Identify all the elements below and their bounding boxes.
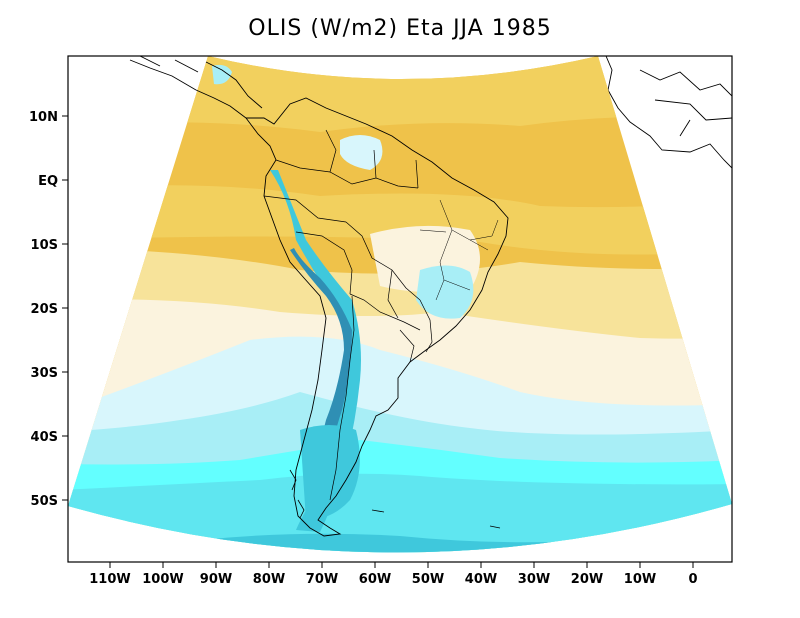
coastal-islands	[289, 469, 501, 529]
south-america-outlines	[195, 61, 509, 537]
x-tick-label: 10W	[624, 572, 656, 587]
y-tick-label: 20S	[31, 302, 58, 317]
y-tick-label: 10S	[31, 238, 58, 253]
africa-border	[639, 69, 732, 137]
olis-spot-brazil	[416, 265, 474, 319]
y-axis: 10N EQ 10S 20S 30S 40S 50S	[29, 110, 68, 509]
x-tick-label: 60W	[359, 572, 391, 587]
africa-coastline	[605, 56, 732, 169]
central-america-coastline	[195, 61, 263, 119]
x-tick-label: 80W	[253, 572, 285, 587]
country-borders	[263, 129, 433, 501]
olis-andes-steel	[290, 248, 352, 482]
x-tick-label: 20W	[571, 572, 603, 587]
x-tick-label: 30W	[518, 572, 550, 587]
mexico-outline	[129, 56, 199, 91]
x-tick-label: 40W	[465, 572, 497, 587]
x-tick-label: 70W	[306, 572, 338, 587]
olis-band-yellow-mid	[68, 185, 732, 255]
y-tick-label: 30S	[31, 366, 58, 381]
x-tick-label: 110W	[89, 572, 130, 587]
x-tick-label: 100W	[142, 572, 183, 587]
brazil-state-borders	[419, 199, 499, 301]
x-tick-label: 90W	[200, 572, 232, 587]
olis-spot-central-america	[212, 64, 232, 85]
y-tick-label: EQ	[38, 174, 58, 189]
map-title: OLIS (W/m2) Eta JJA 1985	[248, 16, 552, 41]
south-america-coastline	[245, 97, 509, 537]
olis-band-yellow-north	[68, 56, 732, 132]
y-tick-label: 40S	[31, 430, 58, 445]
map-frame	[67, 55, 733, 563]
outside-coastlines	[129, 56, 732, 169]
y-tick-label: 10N	[29, 110, 58, 125]
y-tick-label: 50S	[31, 494, 58, 509]
olis-patagonia-teal	[300, 425, 360, 520]
olis-spot-amazon	[340, 135, 383, 170]
x-tick-label: 0	[688, 572, 697, 587]
x-axis: 110W 100W 90W 80W 70W 60W 50W 40W 30W 20…	[89, 562, 698, 587]
x-tick-label: 50W	[412, 572, 444, 587]
